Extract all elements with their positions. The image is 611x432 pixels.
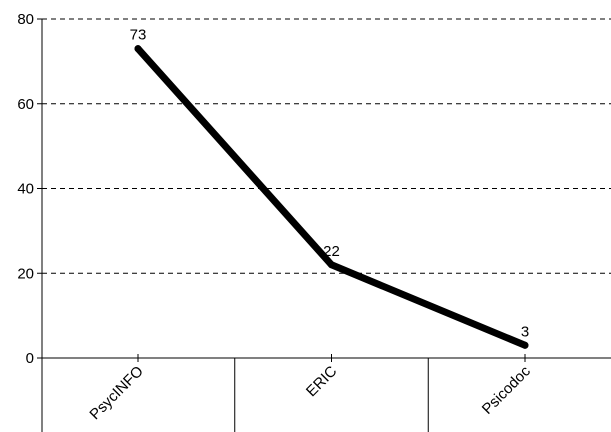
data-label-2: 3 [521, 323, 529, 340]
axis-layer: 0 20 40 60 80 PsycINFO ERIC Psicodoc [17, 11, 611, 432]
y-tick-label-60: 60 [17, 96, 34, 113]
x-tick-label-0: PsycINFO [86, 363, 146, 423]
x-tick-label-2: Psicodoc [479, 362, 534, 417]
y-tick-label-0: 0 [26, 350, 34, 367]
data-label-1: 22 [323, 243, 340, 260]
grid-layer [42, 18, 611, 274]
y-tick-label-80: 80 [17, 11, 34, 28]
data-label-0: 73 [130, 27, 147, 44]
line-layer [134, 45, 529, 349]
series-line [134, 45, 529, 349]
y-tick-label-20: 20 [17, 265, 34, 282]
label-layer: 73 22 3 [130, 27, 530, 341]
data-point-2 [521, 341, 529, 349]
data-point-0 [134, 45, 142, 53]
y-tick-label-40: 40 [17, 181, 34, 198]
data-point-1 [328, 261, 335, 269]
x-tick-label-1: ERIC [303, 363, 340, 400]
